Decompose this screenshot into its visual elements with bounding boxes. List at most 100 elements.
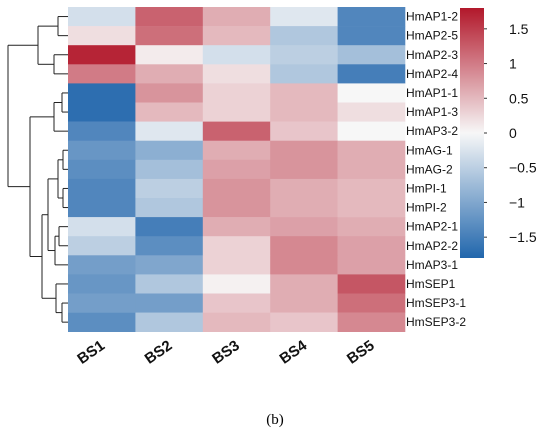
colorbar-tick-label: −1 [509,194,525,210]
heatmap-cell-HmAP1-1-BS5 [337,83,406,103]
heatmap-cell-HmAP1-2-BS2 [135,7,204,27]
column-label: BS5 [344,337,378,368]
heatmap-cell-HmPI-1-BS2 [135,178,204,199]
row-labels: HmAP1-2 HmAP2-5 HmAP2-3 HmAP2-4 HmAP1-1 HmAP1… [406,10,466,330]
heatmap-cell-HmPI-1-BS5 [337,178,406,199]
heatmap-cell-HmPI-2-BS2 [135,198,204,218]
heatmap-cell-HmPI-2-BS5 [337,198,406,218]
column-label: BS3 [209,337,243,368]
heatmap-cell-HmAG-2-BS4 [270,159,338,180]
row-label: HmAG-1 [406,143,453,157]
row-label: HmPI-2 [406,201,447,215]
heatmap-cell-HmSEP3-1-BS3 [202,293,271,313]
column-label: BS2 [142,337,176,368]
heatmap-cell-HmSEP1-BS4 [270,274,338,294]
heatmap-cell-HmSEP3-2-BS4 [270,312,338,332]
heatmap-cell-HmSEP1-BS1 [68,274,136,294]
row-dendrogram [7,16,68,323]
heatmap-cell-HmAP3-1-BS1 [68,255,136,275]
column-labels: BS1 BS2 BS3 BS4 BS5 [74,337,377,368]
heatmap-cell-HmAP2-4-BS5 [337,64,406,84]
heatmap-cell-HmAP3-2-BS5 [337,121,406,141]
heatmap-cell-HmAP1-3-BS4 [270,102,338,122]
heatmap-cells [68,7,406,332]
heatmap-cell-HmAP2-4-BS4 [270,64,338,84]
heatmap-cell-HmSEP3-1-BS5 [337,293,406,313]
heatmap-cell-HmAP2-2-BS3 [202,236,271,256]
heatmap-cell-HmAP2-1-BS5 [337,217,406,237]
row-label: HmSEP3-1 [406,296,466,310]
heatmap-cell-HmAP2-4-BS3 [202,64,271,84]
colorbar-tick-label: 0 [509,125,517,141]
heatmap-cell-HmAP1-3-BS5 [337,102,406,122]
heatmap-cell-HmAP3-2-BS2 [135,121,204,141]
colorbar-tick-label: 0.5 [509,90,529,106]
heatmap-cell-HmAP2-3-BS1 [68,45,136,65]
row-label: HmAP2-1 [406,220,458,234]
heatmap-cell-HmAP2-3-BS3 [202,45,271,65]
heatmap-cell-HmSEP3-1-BS1 [68,293,136,313]
heatmap-cell-HmAP1-3-BS2 [135,102,204,122]
column-label: BS1 [74,337,108,368]
heatmap-cell-HmAP2-2-BS4 [270,236,338,256]
heatmap-cell-HmAP2-5-BS4 [270,26,338,46]
colorbar-tick-label: −0.5 [509,160,537,176]
heatmap-cell-HmAG-1-BS2 [135,140,204,161]
heatmap-cell-HmAG-1-BS1 [68,140,136,161]
heatmap-cell-HmAG-2-BS5 [337,159,406,180]
heatmap-cell-HmSEP3-2-BS3 [202,312,271,332]
row-label: HmAP2-4 [406,67,458,81]
heatmap-cell-HmAP2-3-BS4 [270,45,338,65]
heatmap-cell-HmAP3-1-BS4 [270,255,338,275]
heatmap-cell-HmAP2-1-BS2 [135,217,204,237]
heatmap-cell-HmAP2-5-BS5 [337,26,406,46]
heatmap-cell-HmAP1-3-BS3 [202,102,271,122]
row-label: HmAP2-2 [406,239,458,253]
heatmap-cell-HmPI-2-BS4 [270,198,338,218]
heatmap-cell-HmPI-2-BS3 [202,198,271,218]
heatmap-cell-HmAP2-1-BS1 [68,217,136,237]
heatmap-cell-HmAP2-4-BS1 [68,64,136,84]
row-label: HmAP1-1 [406,86,458,100]
row-label: HmAP1-3 [406,105,458,119]
colorbar-gradient [460,8,484,258]
heatmap-cell-HmAP3-2-BS3 [202,121,271,141]
heatmap-cell-HmAP2-3-BS2 [135,45,204,65]
row-label: HmAP2-3 [406,48,458,62]
heatmap-cell-HmAP2-2-BS2 [135,236,204,256]
heatmap-cell-HmAP3-2-BS1 [68,121,136,141]
heatmap-cell-HmAP2-1-BS4 [270,217,338,237]
heatmap-cell-HmAP3-1-BS5 [337,255,406,275]
row-label: HmAP1-2 [406,10,458,24]
heatmap-cell-HmAP1-2-BS4 [270,7,338,27]
row-label: HmSEP1 [406,277,456,291]
heatmap-cell-HmAP2-1-BS3 [202,217,271,237]
heatmap-cell-HmAG-2-BS3 [202,159,271,180]
heatmap-cell-HmSEP1-BS3 [202,274,271,294]
heatmap-cell-HmAP1-2-BS3 [202,7,271,27]
heatmap-cell-HmSEP1-BS5 [337,274,406,294]
figure-caption: (b) [266,412,284,428]
row-label: HmAP3-2 [406,124,458,138]
heatmap-cell-HmPI-1-BS4 [270,178,338,199]
heatmap-cell-HmAP3-1-BS3 [202,255,271,275]
row-label: HmAP3-1 [406,258,458,272]
heatmap-cell-HmAP1-1-BS4 [270,83,338,103]
heatmap-cell-HmSEP3-2-BS2 [135,312,204,332]
heatmap-cell-HmAP2-5-BS1 [68,26,136,46]
heatmap-cell-HmAP2-3-BS5 [337,45,406,65]
heatmap-cell-HmAG-1-BS4 [270,140,338,161]
heatmap-cell-HmSEP1-BS2 [135,274,204,294]
heatmap-cell-HmSEP3-1-BS2 [135,293,204,313]
heatmap-cell-HmAG-1-BS3 [202,140,271,161]
heatmap-cell-HmAP1-1-BS1 [68,83,136,103]
heatmap-cell-HmSEP3-2-BS5 [337,312,406,332]
heatmap-cell-HmAP1-3-BS1 [68,102,136,122]
heatmap-cell-HmPI-1-BS1 [68,178,136,199]
heatmap-cell-HmAP1-1-BS3 [202,83,271,103]
row-label: HmAP2-5 [406,29,458,43]
heatmap-cell-HmAP1-2-BS5 [337,7,406,27]
colorbar-tick-label: 1 [509,56,517,72]
column-label: BS4 [277,337,311,368]
